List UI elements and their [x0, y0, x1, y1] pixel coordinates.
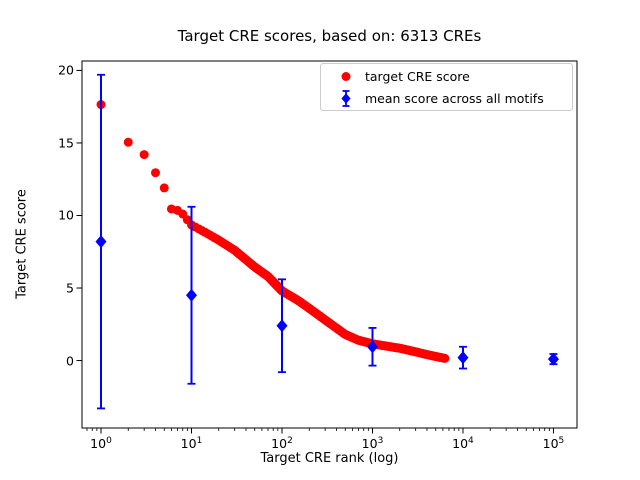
y-tick-label: 10 [58, 207, 74, 223]
x-axis-label: Target CRE rank (log) [260, 451, 399, 466]
y-tick-label: 0 [66, 353, 74, 369]
x-tick-label: 100 [90, 436, 112, 452]
mean-score-diamond [95, 235, 107, 249]
y-tick-label: 5 [66, 280, 74, 296]
legend-label-mean-score: mean score across all motifs [365, 90, 544, 106]
legend-label-target-score: target CRE score [365, 68, 470, 84]
x-tick-label: 101 [180, 436, 203, 452]
legend-item-mean-score: mean score across all motifs [321, 88, 572, 109]
x-tick-label: 105 [542, 436, 565, 452]
mean-score-diamond [366, 340, 378, 354]
target-score-point [150, 168, 160, 178]
target-score-point [440, 353, 450, 363]
red-dot-icon [341, 71, 351, 81]
blue-diamond-errorbar-icon [341, 89, 351, 107]
mean-score-diamond [457, 351, 469, 365]
mean-score-diamond [547, 352, 559, 366]
y-tick-label: 20 [58, 62, 74, 78]
mean-score-diamond [276, 319, 288, 333]
plot-border [81, 60, 578, 429]
x-tick-label: 103 [361, 436, 384, 452]
target-score-point [123, 137, 133, 147]
legend: target CRE score mean score across all m… [320, 63, 573, 111]
legend-item-target-score: target CRE score [321, 66, 572, 87]
target-score-point [139, 150, 149, 160]
chart-title: Target CRE scores, based on: 6313 CREs [177, 27, 482, 45]
x-tick-label: 102 [271, 436, 293, 452]
mean-score-diamond [185, 288, 197, 302]
x-tick-label: 104 [452, 436, 474, 452]
y-tick-label: 15 [58, 135, 74, 151]
target-score-point [159, 183, 169, 193]
